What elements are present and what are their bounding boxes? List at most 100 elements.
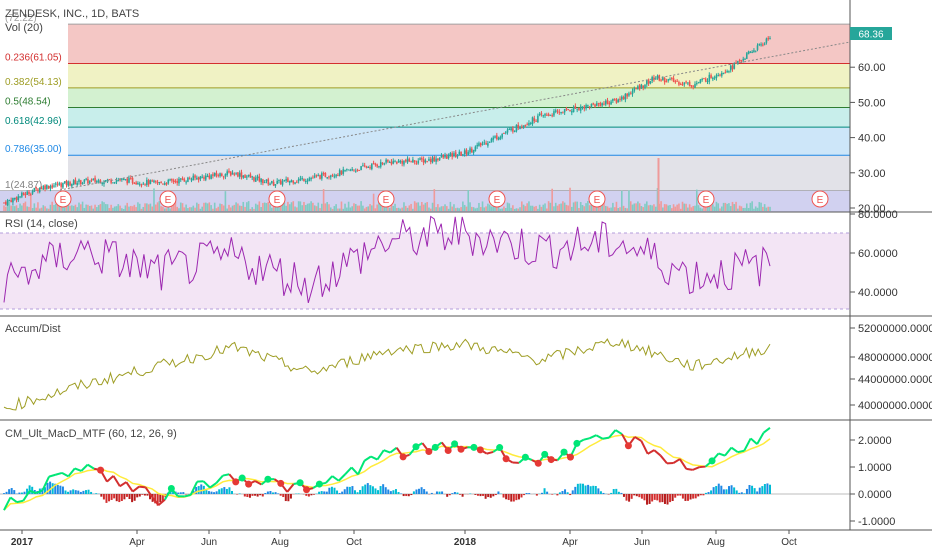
- candle-body: [687, 82, 689, 83]
- candle-body: [412, 159, 414, 162]
- macd-hist-bar: [146, 494, 148, 496]
- volume-bar: [346, 208, 348, 211]
- macd-hist-bar: [690, 494, 692, 499]
- macd-hist-bar: [723, 489, 725, 494]
- candle-body: [273, 182, 275, 185]
- candle-body: [530, 123, 532, 124]
- macd-hist-bar: [705, 493, 707, 494]
- volume-bar: [751, 201, 753, 211]
- macd-hist-bar: [398, 492, 400, 494]
- candle-body: [430, 159, 432, 162]
- candle-body: [528, 123, 530, 125]
- macd-hist-bar: [720, 486, 722, 494]
- macd-hist-bar: [252, 494, 254, 496]
- macd-hist-bar: [362, 486, 364, 494]
- volume-bar: [317, 203, 319, 211]
- macd-hist-bar: [116, 494, 118, 501]
- candle-body: [205, 176, 207, 180]
- volume-bar: [646, 201, 648, 211]
- volume-bar: [69, 206, 71, 211]
- candle-body: [234, 174, 236, 175]
- accum-dist-title: Accum/Dist: [5, 323, 61, 335]
- candle-body: [680, 84, 682, 85]
- volume-bar: [337, 209, 339, 211]
- macd-hist-bar: [769, 485, 771, 494]
- macd-hist-bar: [180, 492, 182, 494]
- fib-band: [68, 24, 850, 63]
- candle-body: [551, 115, 553, 116]
- candle-body: [542, 115, 544, 116]
- macd-cross-dot: [432, 444, 439, 451]
- macd-hist-bar: [8, 489, 10, 494]
- volume-bar: [294, 206, 296, 211]
- candle-body: [648, 80, 650, 84]
- volume-bar: [764, 204, 766, 211]
- volume-bar: [300, 201, 302, 211]
- volume-bar: [578, 208, 580, 211]
- volume-bar: [307, 204, 309, 211]
- candle-body: [271, 181, 273, 183]
- volume-bar: [87, 205, 89, 211]
- candle-body: [164, 183, 166, 185]
- macd-cross-dot: [503, 455, 510, 462]
- macd-hist-bar: [702, 494, 704, 495]
- volume-bar: [526, 203, 528, 211]
- macd-hist-bar: [244, 494, 246, 496]
- candle-body: [180, 178, 182, 179]
- volume-bar: [50, 205, 52, 211]
- volume-bar: [239, 206, 241, 211]
- volume-bar: [559, 204, 561, 211]
- candle-body: [480, 143, 482, 146]
- candle-body: [748, 52, 750, 55]
- macd-hist-bar: [359, 490, 361, 494]
- volume-bar: [251, 207, 253, 211]
- candle-body: [626, 94, 628, 97]
- volume-bar: [326, 202, 328, 211]
- candle-body: [364, 165, 366, 166]
- fib-label: 0.382(54.13): [5, 77, 62, 88]
- volume-bar: [567, 205, 569, 211]
- candle-body: [196, 178, 198, 179]
- candle-body: [134, 183, 136, 184]
- time-tick-label: Aug: [271, 537, 289, 548]
- candle-body: [664, 78, 666, 82]
- volume-bar: [405, 206, 407, 211]
- candle-body: [316, 175, 318, 176]
- volume-bar: [739, 206, 741, 211]
- volume-bar: [762, 207, 764, 211]
- volume-bar: [496, 207, 498, 211]
- candle-body: [732, 66, 734, 70]
- volume-bar: [125, 205, 127, 211]
- candle-body: [630, 93, 632, 94]
- volume-bar: [46, 208, 48, 211]
- macd-hist-bar: [257, 494, 259, 497]
- volume-bar: [217, 207, 219, 211]
- volume-bar: [569, 188, 571, 211]
- macd-hist-bar: [462, 494, 464, 497]
- macd-hist-bar: [287, 494, 289, 501]
- candle-body: [112, 182, 114, 183]
- volume-bar: [182, 203, 184, 211]
- fib-label: 0.618(42.96): [5, 116, 62, 127]
- macd-hist-bar: [346, 487, 348, 494]
- volume-bar: [741, 206, 743, 211]
- volume-bar: [539, 205, 541, 211]
- volume-bar: [587, 201, 589, 211]
- macd-cross-dot: [451, 440, 458, 447]
- volume-bar: [146, 203, 148, 211]
- candle-body: [707, 81, 709, 82]
- macd-hist-bar: [275, 492, 277, 494]
- macd-hist-bar: [495, 494, 497, 495]
- macd-hist-bar: [426, 492, 428, 494]
- macd-hist-bar: [139, 494, 141, 497]
- candle-body: [59, 183, 61, 184]
- volume-bar: [585, 203, 587, 211]
- volume-bar: [457, 208, 459, 211]
- candle-body: [267, 179, 269, 184]
- candle-body: [546, 115, 548, 116]
- macd-hist-bar: [582, 484, 584, 494]
- macd-hist-bar: [695, 494, 697, 498]
- candle-body: [487, 143, 489, 145]
- volume-bar: [109, 208, 111, 211]
